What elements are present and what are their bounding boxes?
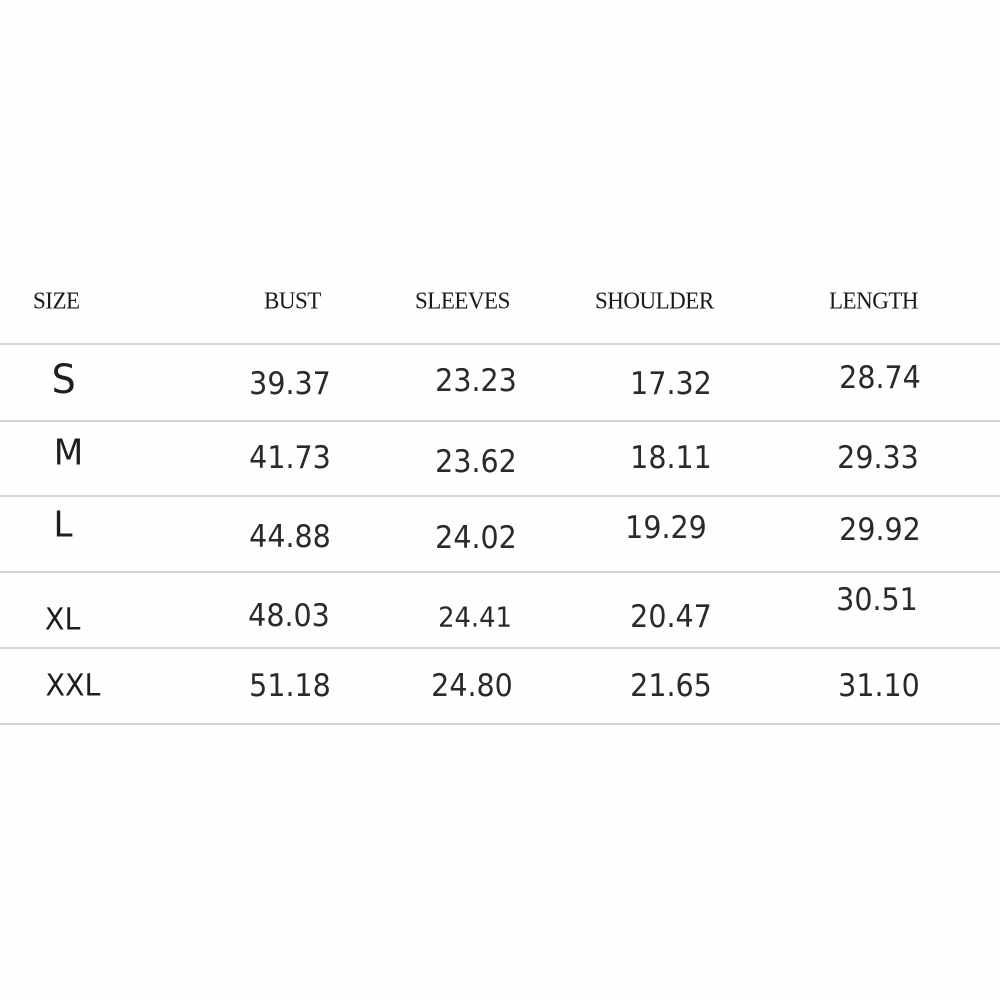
divider [0, 723, 1000, 725]
length-value: 30.51 [836, 582, 918, 618]
shoulder-value: 18.11 [630, 440, 712, 476]
length-value: 29.92 [839, 512, 921, 548]
shoulder-value: 20.47 [630, 599, 712, 635]
header-size: SIZE [33, 287, 80, 314]
length-value: 29.33 [837, 440, 919, 476]
bust-value: 39.37 [249, 366, 331, 402]
header-sleeves: SLEEVES [415, 287, 510, 314]
shoulder-value: 17.32 [630, 366, 712, 402]
size-label: L [53, 504, 73, 546]
length-value: 31.10 [838, 668, 920, 704]
sleeves-value: 23.23 [435, 363, 517, 399]
size-label: XXL [45, 668, 101, 704]
sleeves-value: 24.02 [435, 520, 517, 556]
bust-value: 48.03 [248, 598, 330, 634]
shoulder-value: 19.29 [625, 510, 707, 546]
bust-value: 44.88 [249, 519, 331, 555]
divider [0, 420, 1000, 422]
sleeves-value: 23.62 [435, 444, 517, 480]
size-label: XL [44, 602, 81, 638]
sleeves-value: 24.41 [438, 600, 512, 634]
bust-value: 51.18 [249, 668, 331, 704]
divider [0, 495, 1000, 497]
header-bust: BUST [264, 287, 321, 314]
bust-value: 41.73 [249, 440, 331, 476]
divider [0, 571, 1000, 573]
divider [0, 343, 1000, 345]
header-length: LENGTH [829, 287, 918, 314]
size-label: M [53, 432, 84, 474]
shoulder-value: 21.65 [630, 668, 712, 704]
sleeves-value: 24.80 [431, 668, 513, 704]
size-label: S [51, 357, 76, 403]
length-value: 28.74 [839, 360, 921, 396]
header-shoulder: SHOULDER [595, 287, 714, 314]
divider [0, 647, 1000, 649]
